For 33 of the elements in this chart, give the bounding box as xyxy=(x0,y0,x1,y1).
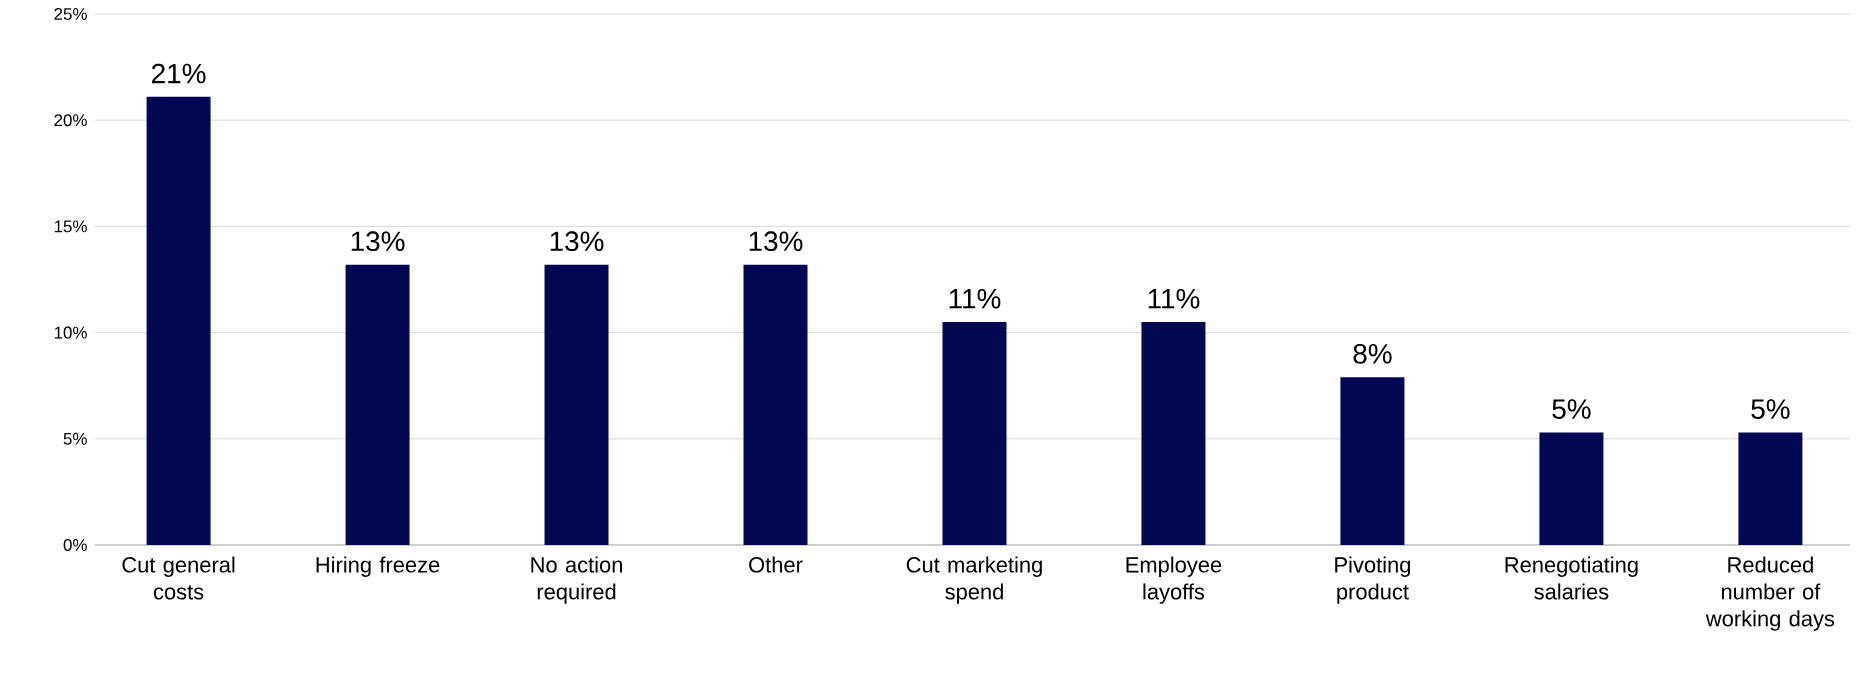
bar xyxy=(1340,377,1405,545)
x-tick-label: Reduced number of working days xyxy=(1705,556,1835,631)
x-tick-label: Cut general costs xyxy=(122,556,235,600)
bar xyxy=(1738,432,1803,545)
x-tick-label: Cut marketing spend xyxy=(906,556,1042,604)
y-tick-label: 20% xyxy=(54,114,87,127)
bar xyxy=(1141,321,1206,545)
y-tick-label: 10% xyxy=(54,326,87,339)
data-label: 5% xyxy=(1552,399,1591,419)
data-label: 13% xyxy=(550,231,604,252)
x-tick-label: Employee layoffs xyxy=(1126,556,1222,604)
bar xyxy=(345,264,410,545)
data-label: 13% xyxy=(749,231,803,252)
bar xyxy=(942,321,1007,545)
x-tick-label: Other xyxy=(749,556,803,573)
data-label: 13% xyxy=(351,231,405,252)
bar xyxy=(743,264,808,545)
bar xyxy=(146,96,211,545)
y-tick-label: 15% xyxy=(54,220,87,233)
x-tick-label: Pivoting product xyxy=(1335,556,1411,604)
y-tick-label: 0% xyxy=(63,539,87,551)
y-tick-label: 25% xyxy=(54,8,87,20)
bar xyxy=(544,264,609,545)
y-tick-label: 5% xyxy=(63,432,87,445)
data-label: 21% xyxy=(152,63,206,84)
x-tick-label: Renegotiating salaries xyxy=(1505,556,1638,600)
data-label: 8% xyxy=(1353,343,1392,364)
data-label: 5% xyxy=(1751,399,1790,419)
data-label: 11% xyxy=(1148,288,1200,309)
data-label: 11% xyxy=(949,288,1001,309)
bar xyxy=(1539,432,1604,545)
x-tick-label: No action required xyxy=(531,556,622,604)
x-tick-label: Hiring freeze xyxy=(316,556,440,577)
